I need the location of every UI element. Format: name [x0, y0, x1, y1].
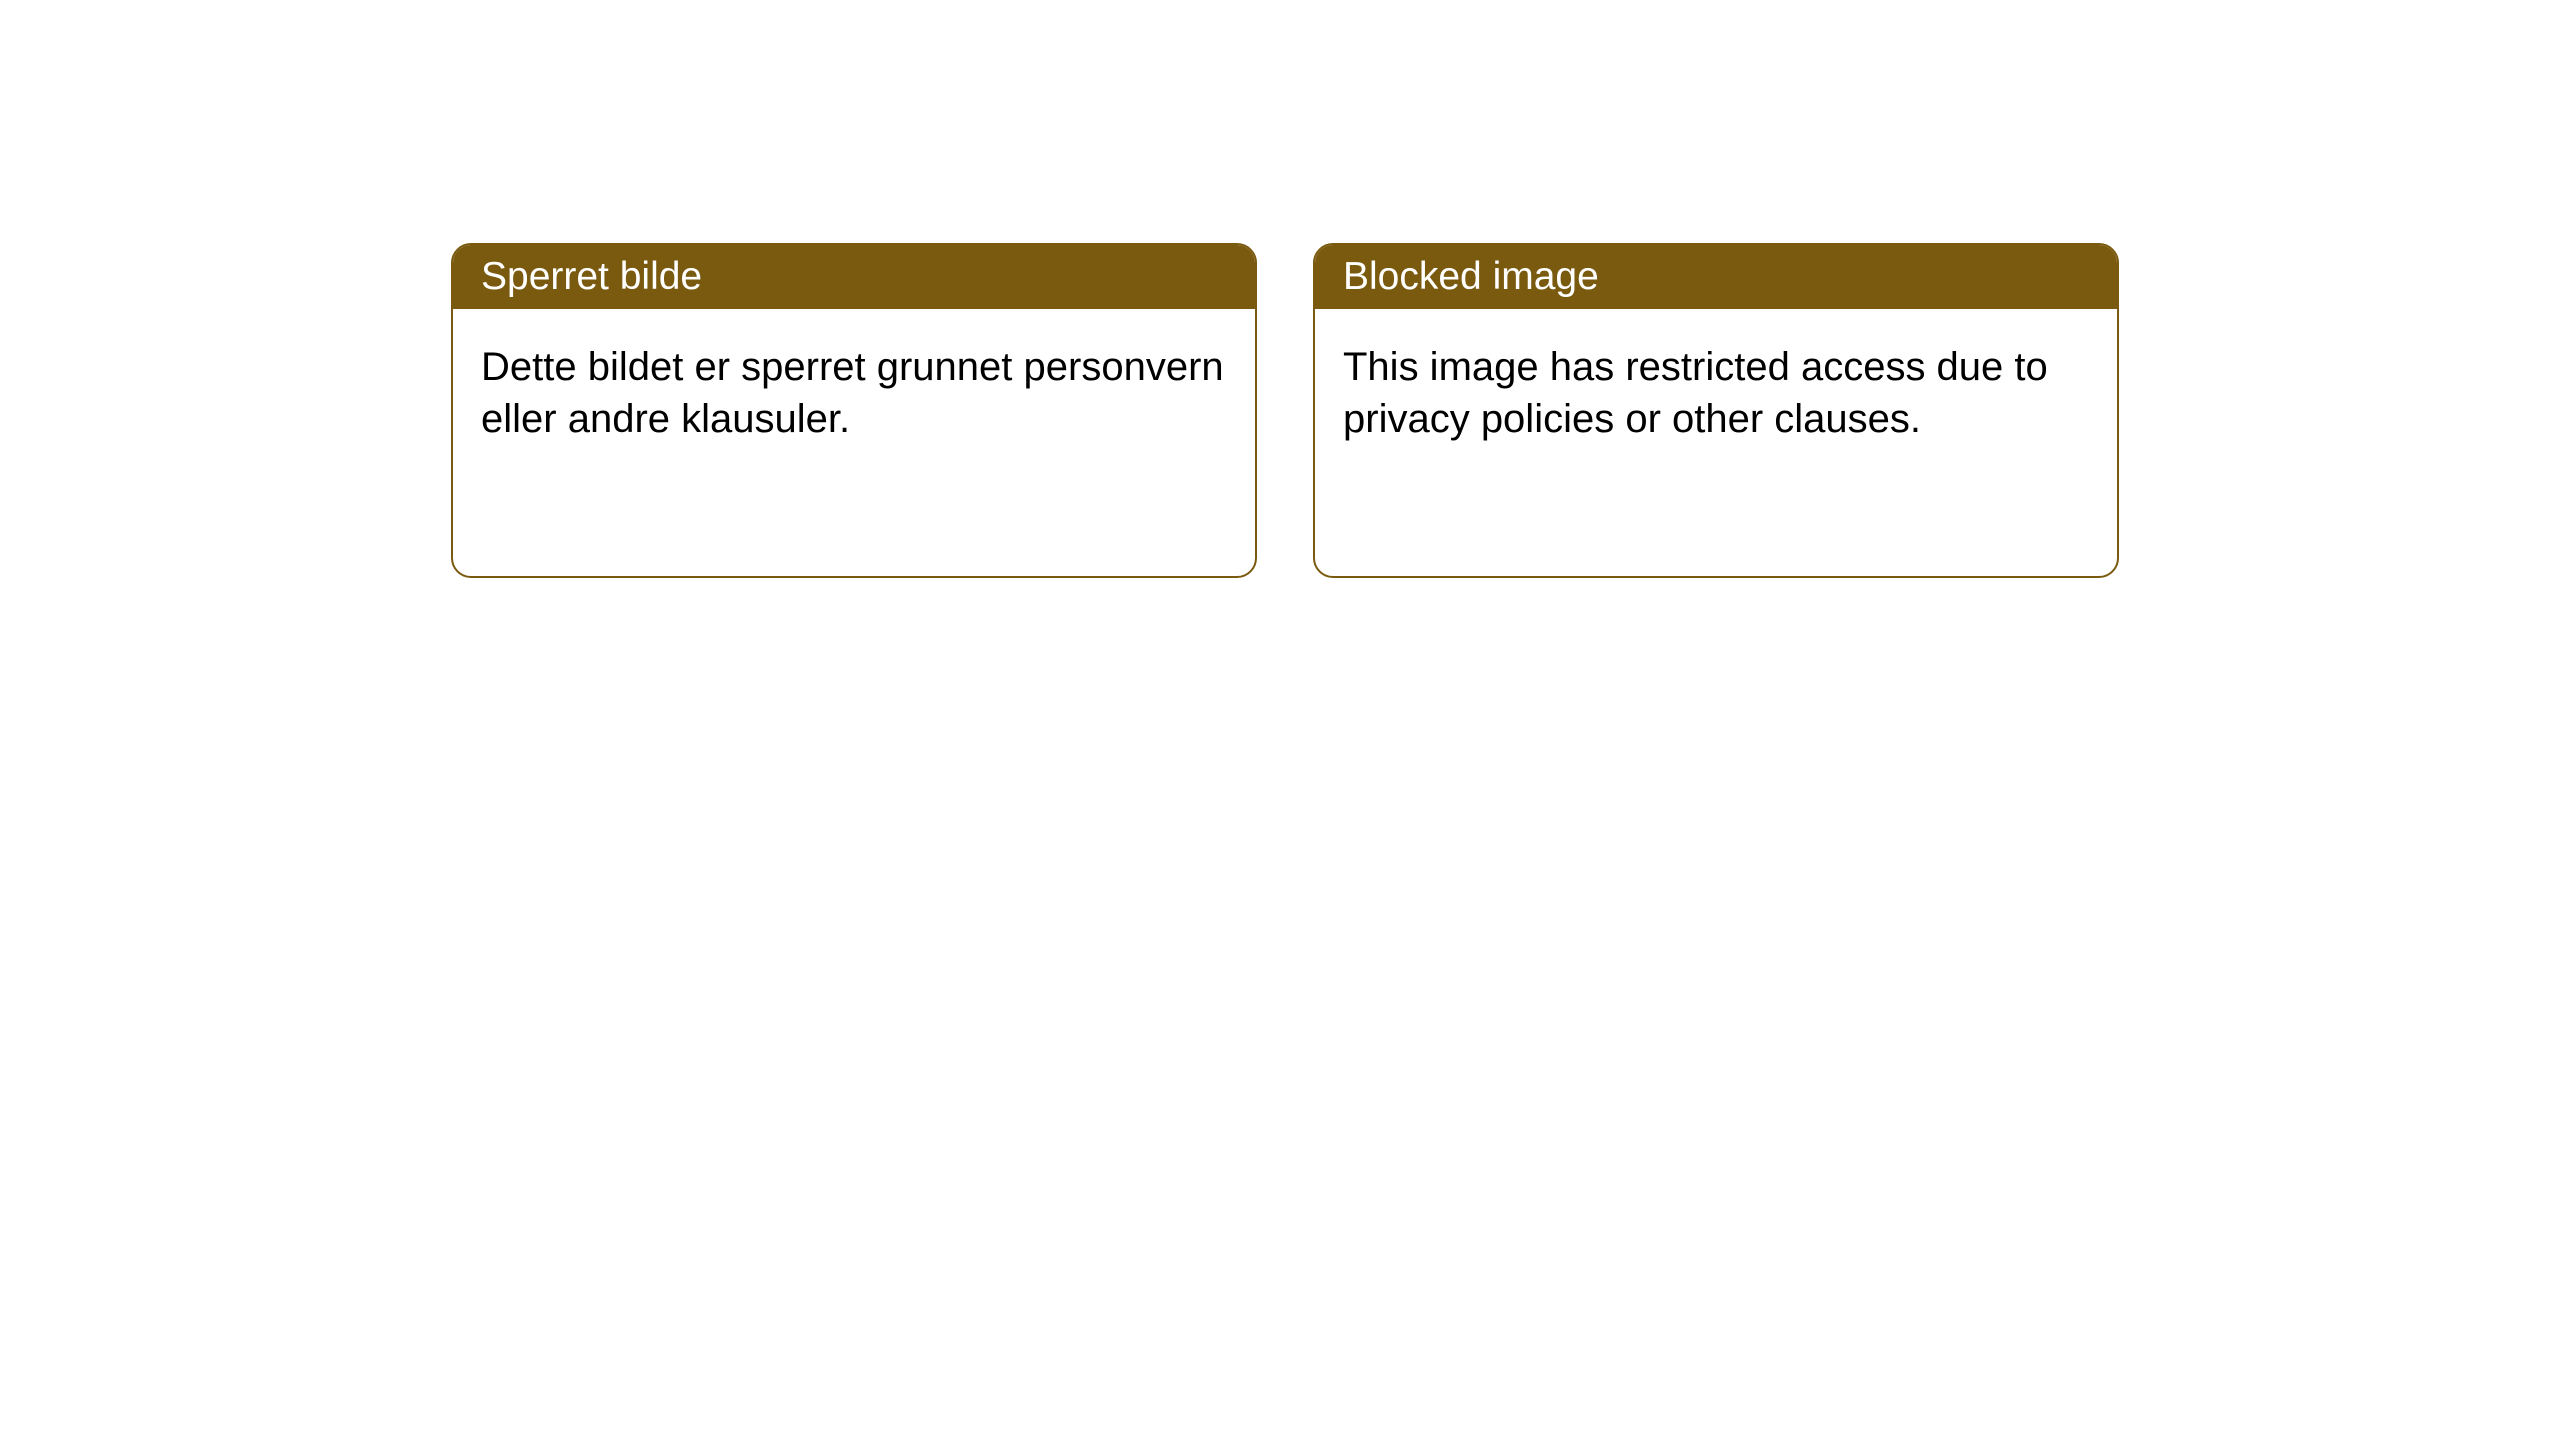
- card-header: Blocked image: [1315, 245, 2117, 309]
- notice-container: Sperret bilde Dette bildet er sperret gr…: [0, 0, 2560, 578]
- card-body: Dette bildet er sperret grunnet personve…: [453, 309, 1255, 477]
- notice-card-norwegian: Sperret bilde Dette bildet er sperret gr…: [451, 243, 1257, 578]
- card-title: Sperret bilde: [481, 255, 702, 298]
- card-title: Blocked image: [1343, 255, 1599, 298]
- card-message: This image has restricted access due to …: [1343, 345, 2048, 441]
- card-header: Sperret bilde: [453, 245, 1255, 309]
- card-message: Dette bildet er sperret grunnet personve…: [481, 345, 1224, 441]
- notice-card-english: Blocked image This image has restricted …: [1313, 243, 2119, 578]
- card-body: This image has restricted access due to …: [1315, 309, 2117, 477]
